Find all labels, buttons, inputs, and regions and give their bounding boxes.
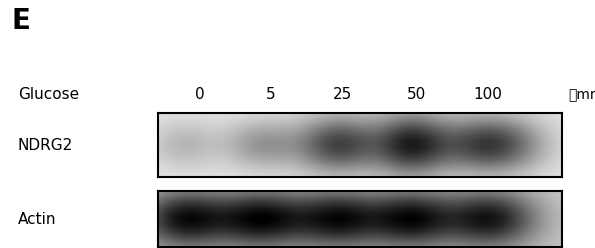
Text: （mmol/L）: （mmol/L） — [568, 87, 595, 101]
Text: 5: 5 — [266, 87, 275, 102]
Text: NDRG2: NDRG2 — [18, 138, 73, 153]
Text: 25: 25 — [333, 87, 352, 102]
Text: E: E — [12, 7, 31, 35]
Text: 50: 50 — [407, 87, 426, 102]
Text: Actin: Actin — [18, 212, 57, 227]
Text: Glucose: Glucose — [18, 87, 79, 102]
Text: 0: 0 — [195, 87, 204, 102]
Text: 100: 100 — [474, 87, 502, 102]
